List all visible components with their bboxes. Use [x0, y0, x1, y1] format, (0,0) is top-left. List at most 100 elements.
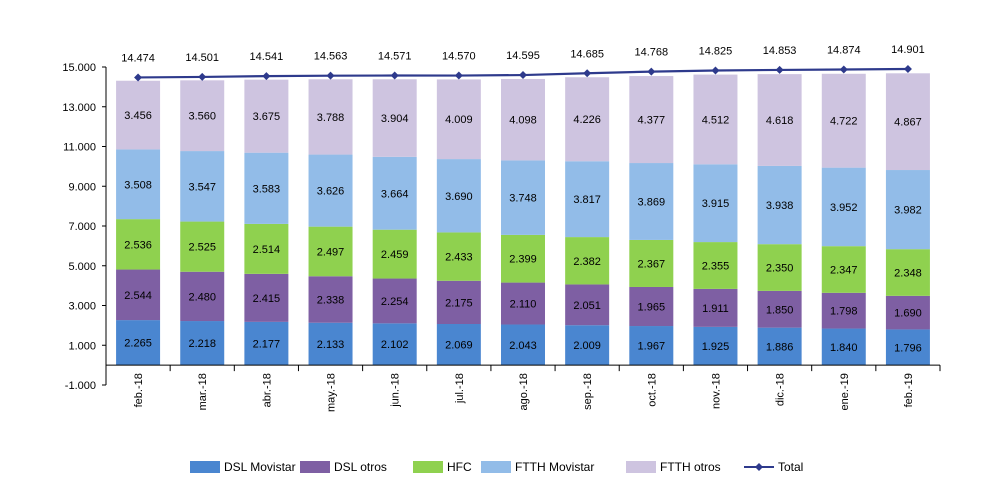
bar-segment-dsl-movistar [757, 327, 802, 366]
bar-segment-hfc [693, 242, 738, 289]
bar-segment-ftth-movistar [116, 149, 161, 220]
legend-label: HFC [447, 460, 472, 474]
segment-value-label: 2.536 [124, 239, 152, 251]
total-value-label: 14.501 [185, 52, 219, 64]
segment-value-label: 3.547 [188, 181, 216, 193]
bar-segment-dsl-otros [244, 273, 289, 322]
total-marker [647, 67, 656, 76]
x-tick-label: abr.-18 [261, 373, 273, 407]
segment-value-label: 2.415 [253, 293, 281, 305]
segment-value-label: 4.377 [638, 115, 666, 127]
bar-segment-ftth-otros [885, 73, 930, 171]
segment-value-label: 3.869 [638, 196, 666, 208]
segment-value-label: 3.664 [381, 188, 409, 200]
x-axis: feb.-18 mar.-18 abr.-18 may.-18 jun.-18 jul.-… [105, 364, 941, 412]
segment-value-label: 2.367 [638, 258, 666, 270]
total-value-label: 14.853 [763, 45, 797, 57]
total-marker [454, 71, 463, 80]
x-tick-label: ene.-19 [839, 373, 851, 410]
x-tick-label: feb.-19 [903, 373, 915, 407]
segment-value-label: 4.009 [445, 114, 473, 126]
y-tick-label: 11.000 [63, 142, 96, 154]
bar-segment-hfc [501, 234, 545, 283]
segment-value-label: 2.133 [317, 339, 345, 351]
bar-segment-hfc [436, 232, 481, 281]
x-tick-label: nov.-18 [710, 373, 722, 409]
segment-value-label: 2.347 [830, 264, 858, 276]
total-marker [326, 71, 335, 80]
legend-label: FTTH otros [660, 460, 721, 474]
segment-value-label: 1.850 [766, 304, 794, 316]
legend-swatch [413, 461, 443, 473]
bar-segment-hfc [180, 221, 225, 272]
total-value-label: 14.874 [827, 45, 861, 57]
segment-value-label: 3.690 [445, 191, 473, 203]
segment-value-label: 4.618 [766, 115, 794, 127]
segment-value-label: 2.544 [124, 290, 152, 302]
total-marker [903, 64, 912, 73]
total-value-label: 14.768 [634, 47, 668, 59]
bar-segment-dsl-movistar [565, 325, 610, 366]
segment-value-label: 2.338 [317, 294, 345, 306]
bar-segment-ftth-otros [244, 79, 289, 153]
segment-value-label: 3.748 [509, 193, 537, 205]
segment-value-label: 2.051 [573, 300, 601, 312]
legend-swatch [300, 461, 330, 473]
bar-segment-hfc [244, 223, 289, 274]
segment-value-label: 1.886 [766, 341, 794, 353]
bar-segment-dsl-movistar [436, 324, 481, 366]
bar-segment-dsl-movistar [244, 321, 289, 366]
bar-segment-ftth-movistar [629, 163, 674, 240]
segment-value-label: 1.911 [702, 303, 729, 315]
segment-value-label: 2.043 [509, 340, 537, 352]
segment-value-label: 1.798 [830, 306, 858, 318]
bar-segment-ftth-movistar [244, 152, 289, 224]
total-marker [390, 71, 399, 80]
bar-segment-ftth-otros [308, 79, 353, 155]
y-tick-label: 7.000 [68, 221, 96, 233]
total-marker [711, 66, 720, 75]
y-tick-label: 1.000 [68, 340, 96, 352]
segment-value-label: 2.480 [188, 291, 216, 303]
segment-value-label: 4.226 [573, 114, 601, 126]
y-tick-label: 13.000 [62, 102, 96, 114]
bar-segment-dsl-otros [821, 292, 866, 329]
total-value-label: 14.571 [378, 51, 412, 63]
x-tick-label: jun.-18 [390, 373, 402, 408]
bar-segment-dsl-otros [629, 286, 674, 327]
bar-segment-dsl-otros [757, 290, 802, 328]
segment-value-label: 3.626 [317, 186, 345, 198]
bar-segment-ftth-otros [372, 79, 417, 157]
segment-value-label: 2.218 [188, 338, 216, 350]
total-marker [519, 71, 527, 80]
segment-value-label: 4.098 [509, 115, 537, 127]
segment-value-label: 3.952 [830, 202, 858, 214]
segment-value-label: 2.102 [381, 339, 409, 351]
segment-value-label: 2.525 [188, 242, 216, 254]
y-tick-label: 15.000 [62, 62, 96, 74]
bar-segment-hfc [116, 219, 161, 270]
legend: DSL Movistar DSL otros HFC FTTH Movistar FTT… [190, 460, 803, 474]
x-tick-label: ago.-18 [518, 373, 530, 410]
segment-value-label: 3.583 [253, 183, 281, 195]
segment-value-label: 2.355 [702, 260, 730, 272]
segment-value-label: 3.675 [253, 111, 281, 123]
bar-segment-dsl-movistar [821, 328, 866, 366]
total-marker [839, 65, 848, 74]
bar-segment-dsl-movistar [372, 323, 417, 366]
bar-segment-ftth-movistar [565, 161, 610, 238]
bar-segment-ftth-otros [436, 79, 481, 160]
bar-segment-dsl-otros [501, 282, 545, 325]
bar-segment-dsl-otros [693, 288, 738, 327]
segment-value-label: 1.967 [638, 341, 666, 353]
bar-segment-ftth-movistar [372, 156, 417, 230]
segment-value-label: 2.433 [445, 252, 473, 264]
segment-value-label: 2.265 [124, 338, 152, 350]
bar-segment-ftth-movistar [436, 159, 481, 233]
bar-segment-ftth-otros [629, 76, 674, 164]
segment-value-label: 2.350 [766, 263, 794, 275]
bars-group [116, 73, 930, 366]
bar-segment-hfc [885, 249, 930, 296]
legend-swatch [626, 461, 656, 473]
